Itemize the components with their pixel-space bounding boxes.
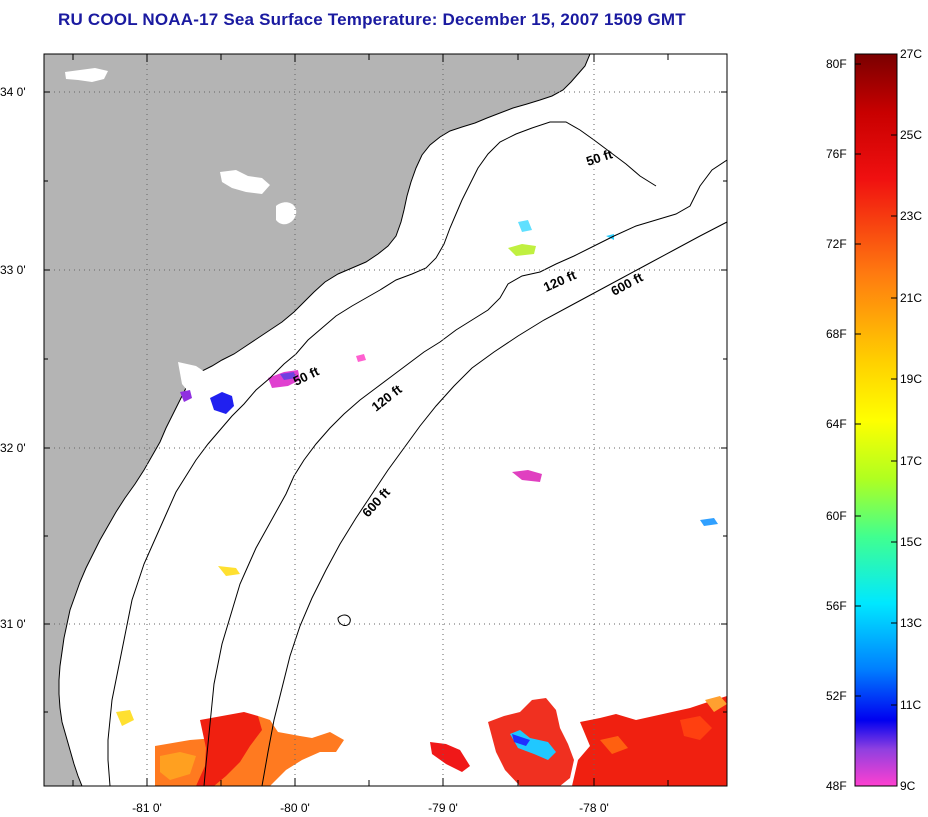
colorbar-f-label-52: 52F	[826, 689, 847, 703]
colorbar-c-label-27: 27C	[900, 47, 922, 61]
colorbar-c-label-19: 19C	[900, 372, 922, 386]
isobath-120ft	[203, 159, 727, 786]
axis-ticks	[44, 54, 727, 786]
map-title: RU COOL NOAA-17 Sea Surface Temperature:…	[58, 10, 686, 29]
lon-label-79: -79 0'	[428, 801, 458, 815]
isobath-600ft	[261, 221, 727, 786]
colorbar-c-label-23: 23C	[900, 209, 922, 223]
lon-label-80: -80 0'	[280, 801, 310, 815]
lat-label-34: 34 0'	[0, 85, 26, 99]
map-frame	[43, 53, 728, 787]
lon-label-78: -78 0'	[579, 801, 609, 815]
seamount-contour	[337, 614, 351, 626]
colorbar-f-label-48: 48F	[826, 779, 847, 793]
graticule	[44, 54, 727, 786]
colorbar-c-label-11: 11C	[900, 698, 921, 712]
colorbar-f-label-72: 72F	[826, 237, 847, 251]
colorbar-c-label-9: 9C	[900, 779, 916, 793]
colorbar-f-label-76: 76F	[826, 147, 847, 161]
lat-label-33: 33 0'	[0, 263, 26, 277]
lat-label-32: 32 0'	[0, 441, 26, 455]
colorbar-c-label-25: 25C	[900, 128, 922, 142]
colorbar-f-label-56: 56F	[826, 599, 847, 613]
inland-lake-3	[276, 202, 297, 225]
colorbar-c-label-13: 13C	[900, 616, 922, 630]
colorbar-f-label-68: 68F	[826, 327, 847, 341]
colorbar-f-label-64: 64F	[826, 417, 847, 431]
lat-label-31: 31 0'	[0, 617, 26, 631]
colorbar-f-label-80: 80F	[826, 57, 847, 71]
isobath-50ft	[107, 121, 657, 786]
land-mass	[44, 54, 591, 786]
inland-lake-2	[220, 170, 270, 194]
inland-lake-1	[65, 68, 108, 82]
colorbar-f-label-60: 60F	[826, 509, 847, 523]
colorbar	[854, 53, 898, 787]
colorbar-c-label-21: 21C	[900, 291, 922, 305]
sst-data-patches	[116, 220, 727, 786]
colorbar-c-label-17: 17C	[900, 454, 922, 468]
colorbar-fahrenheit-scale: 80F 76F 72F 68F 64F 60F 56F 52F 48F	[826, 57, 861, 793]
colorbar-celsius-scale: 27C 25C 23C 21C 19C 17C 15C 13C 11C 9C	[891, 47, 922, 793]
colorbar-c-label-15: 15C	[900, 535, 922, 549]
lon-label-81: -81 0'	[132, 801, 162, 815]
